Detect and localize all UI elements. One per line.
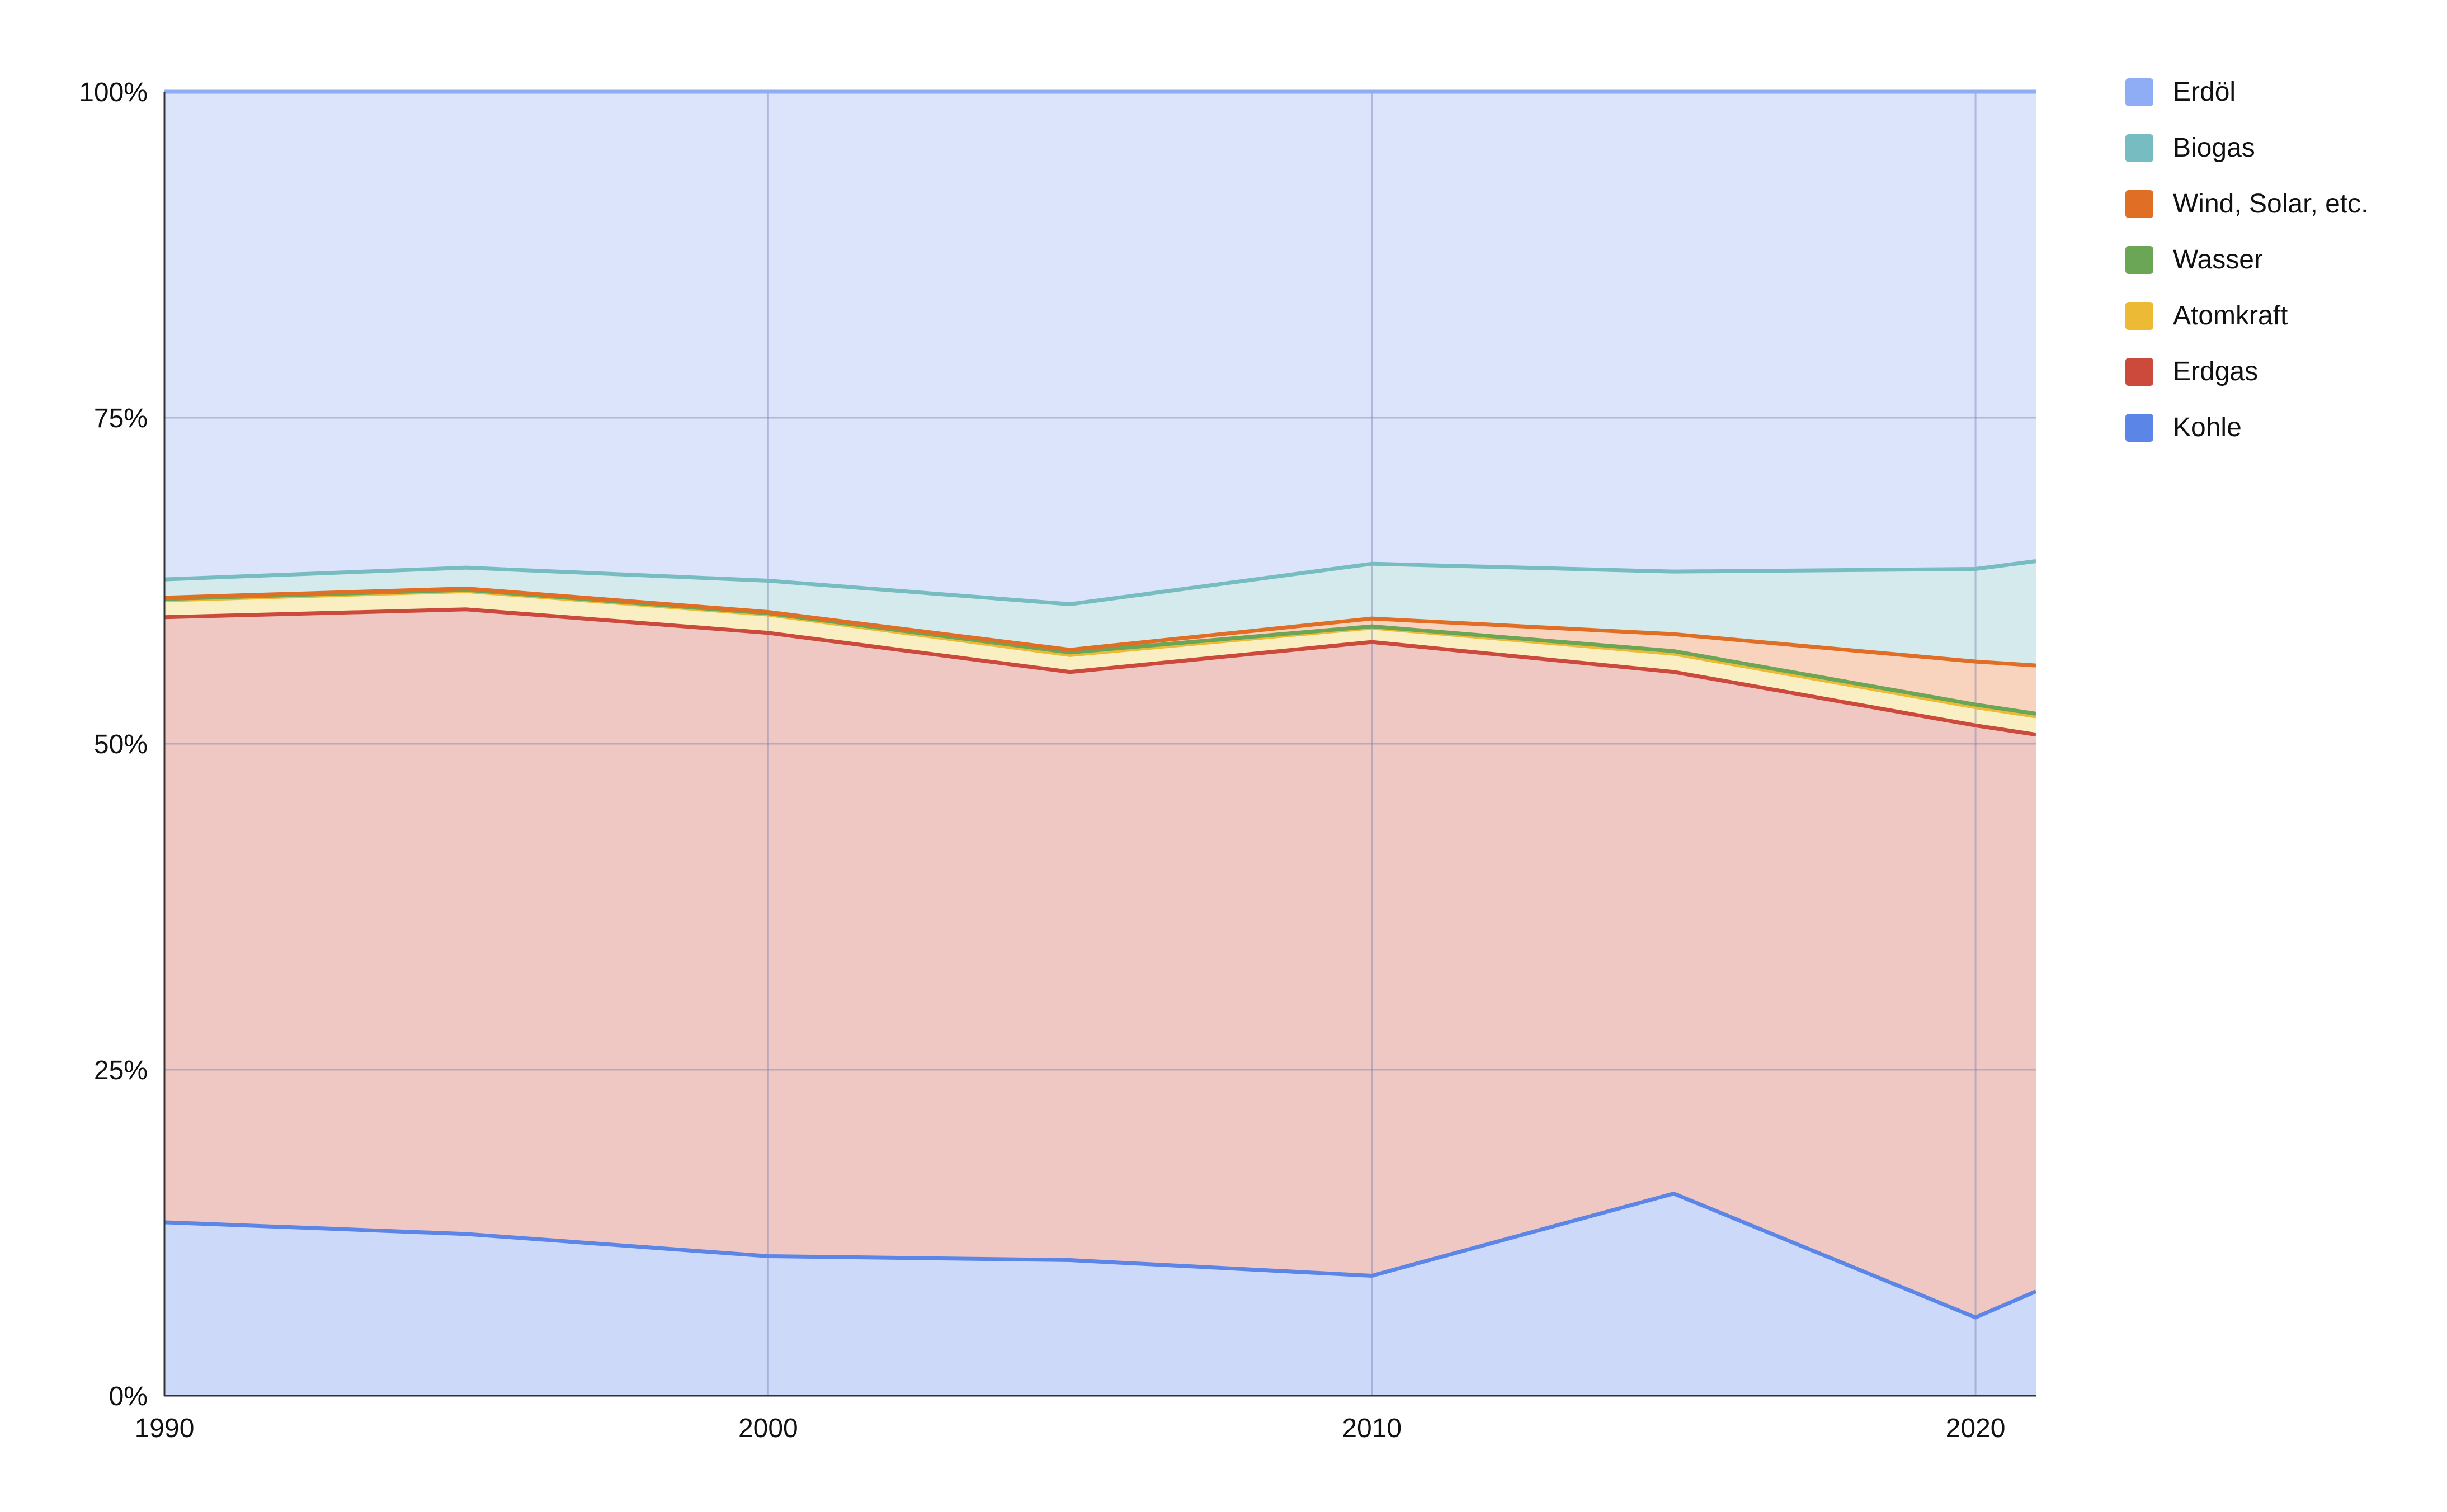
legend-label-erdgas: Erdgas — [2173, 357, 2258, 386]
legend-swatch-erdöl — [2125, 78, 2153, 106]
legend-swatch-wind-solar-etc — [2125, 190, 2153, 218]
x-tick-label: 2000 — [738, 1414, 798, 1443]
y-tick-label: 25% — [94, 1056, 148, 1085]
x-tick-label: 2020 — [1946, 1414, 2006, 1443]
series-lines — [164, 89, 2037, 1320]
area-kohle — [164, 1193, 2036, 1396]
legend-swatch-wasser — [2125, 246, 2153, 274]
area-erdgas — [164, 609, 2036, 1318]
legend-label-biogas: Biogas — [2173, 133, 2255, 163]
y-tick-label: 75% — [94, 404, 148, 433]
area-biogas — [164, 561, 2036, 666]
y-tick-label: 0% — [109, 1382, 148, 1411]
y-tick-label: 50% — [94, 730, 148, 759]
legend: Erdöl Biogas Wind, Solar, etc. Wasser Atomkr… — [2125, 77, 2368, 442]
legend-label-erdöl: Erdöl — [2173, 77, 2236, 107]
area-layers — [164, 92, 2036, 1396]
legend-label-wind-solar-etc: Wind, Solar, etc. — [2173, 189, 2368, 219]
legend-swatch-kohle — [2125, 414, 2153, 442]
area-atomkraft — [164, 591, 2036, 735]
line-erdgas — [164, 607, 2036, 737]
legend-swatch-atomkraft — [2125, 302, 2153, 330]
y-tick-label: 100% — [79, 78, 148, 107]
x-tick-label: 2010 — [1342, 1414, 1402, 1443]
legend-label-kohle: Kohle — [2173, 413, 2242, 442]
area-erdöl — [164, 92, 2036, 604]
legend-label-atomkraft: Atomkraft — [2173, 301, 2288, 330]
legend-label-wasser: Wasser — [2173, 245, 2263, 275]
x-tick-label: 1990 — [135, 1414, 195, 1443]
line-biogas — [164, 559, 2036, 606]
axes: 0% 25% 50% 75% 100% 1990 2000 2010 2020 — [79, 78, 2036, 1443]
legend-swatch-biogas — [2125, 134, 2153, 162]
line-kohle — [164, 1192, 2037, 1320]
legend-swatch-erdgas — [2125, 358, 2153, 386]
line-wind-solar-etc — [164, 586, 2036, 668]
